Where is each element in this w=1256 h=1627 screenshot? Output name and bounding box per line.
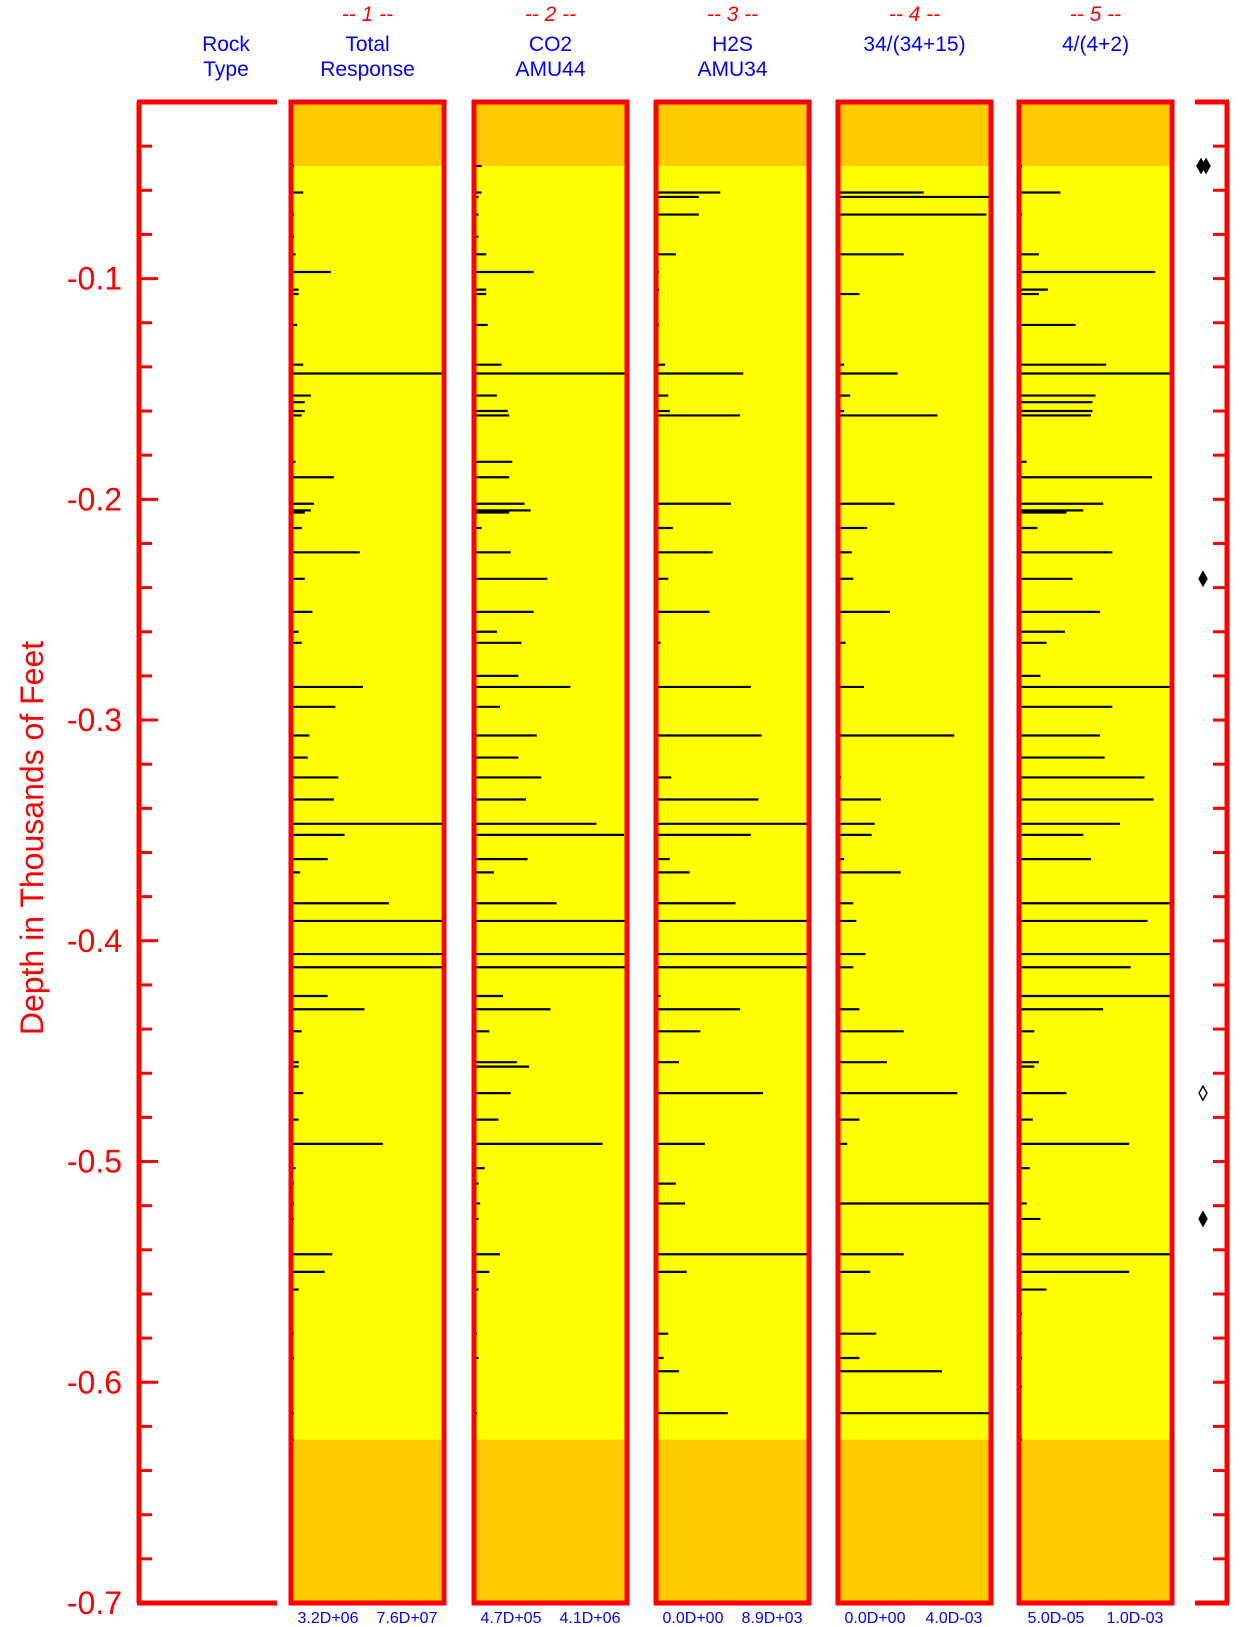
track-background-data-window — [474, 166, 627, 1440]
log-track: -- 5 -- 4/(4+2) 5.0D-05 1.0D-03 — [1019, 3, 1172, 1627]
rock-type-column: Rock Type — [202, 33, 250, 81]
track-title-line1: Total — [345, 33, 389, 56]
y-tick-label: -0.6 — [67, 1364, 122, 1400]
y-tick-label: -0.2 — [67, 481, 122, 517]
track-number: -- 3 -- — [707, 3, 758, 26]
y-axis-label: Depth in Thousands of Feet — [14, 641, 50, 1035]
track-scale-max: 4.0D-03 — [926, 1610, 983, 1627]
track-title-line1: H2S — [712, 33, 753, 56]
track-background-data-window — [291, 166, 444, 1440]
y-axis-ticks: -0.1 -0.2 -0.3 -0.4 -0.5 -0.6 -0.7 — [67, 102, 277, 1621]
track-scale-min: 0.0D+00 — [845, 1610, 906, 1627]
right-marker-axis — [1195, 102, 1229, 1603]
depth-marker-diamond — [1202, 159, 1210, 173]
rock-type-label-line2: Type — [203, 58, 249, 81]
track-title-line1: 4/(4+2) — [1062, 33, 1129, 56]
track-scale-min: 0.0D+00 — [663, 1610, 724, 1627]
y-tick-label: -0.4 — [67, 923, 122, 959]
track-background-data-window — [1019, 166, 1172, 1440]
track-scale-max: 7.6D+07 — [377, 1610, 438, 1627]
y-tick-label: -0.3 — [67, 702, 122, 738]
track-scale-max: 8.9D+03 — [742, 1610, 803, 1627]
track-background-data-window — [838, 166, 991, 1440]
rock-type-label-line1: Rock — [202, 33, 250, 56]
track-number: -- 4 -- — [889, 3, 940, 26]
track-title-line2: AMU44 — [515, 58, 585, 81]
track-background-data-window — [656, 166, 809, 1440]
track-number: -- 2 -- — [525, 3, 576, 26]
y-tick-label: -0.7 — [67, 1585, 122, 1621]
track-scale-min: 4.7D+05 — [481, 1610, 542, 1627]
y-tick-label: -0.5 — [67, 1144, 122, 1180]
track-scale-max: 4.1D+06 — [560, 1610, 621, 1627]
track-title-line2: AMU34 — [697, 58, 767, 81]
depth-marker-diamond — [1199, 572, 1207, 586]
track-title-line1: 34/(34+15) — [863, 33, 965, 56]
depth-marker-diamond — [1199, 1212, 1207, 1226]
track-title-line2: Response — [320, 58, 415, 81]
track-number: -- 1 -- — [342, 3, 393, 26]
track-scale-min: 5.0D-05 — [1028, 1610, 1085, 1627]
track-scale-min: 3.2D+06 — [298, 1610, 359, 1627]
track-title-line1: CO2 — [529, 33, 572, 56]
depth-marker-diamond — [1199, 1086, 1207, 1100]
y-tick-label: -0.1 — [67, 261, 122, 297]
log-track: -- 4 -- 34/(34+15) 0.0D+00 4.0D-03 — [838, 3, 991, 1627]
track-scale-max: 1.0D-03 — [1107, 1610, 1164, 1627]
track-number: -- 5 -- — [1070, 3, 1121, 26]
y-axis-label-group: Depth in Thousands of Feet — [14, 641, 50, 1035]
